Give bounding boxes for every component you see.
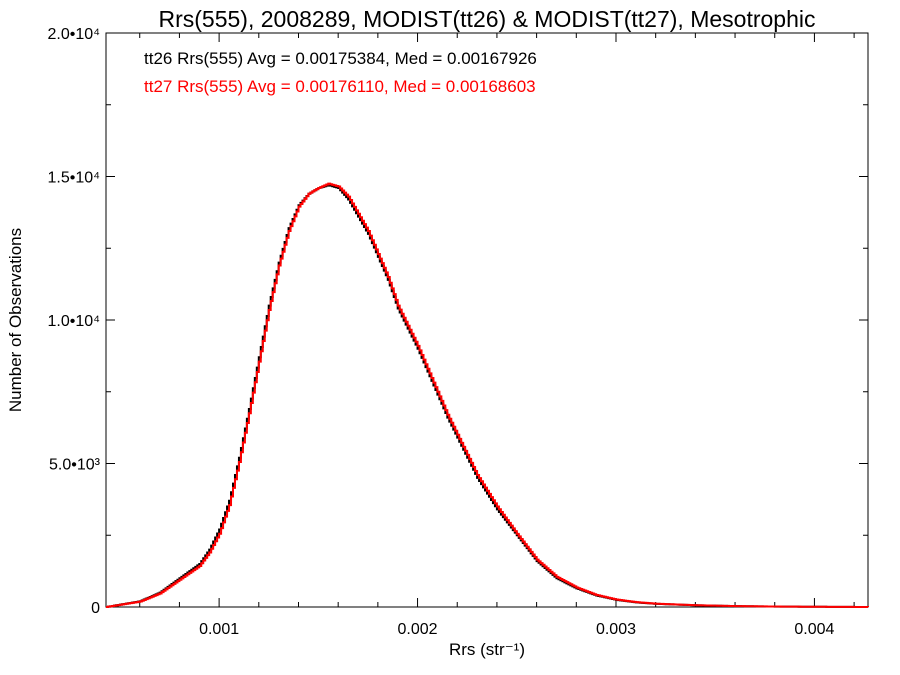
series-group [106, 182, 869, 608]
annotation-tt27: tt27 Rrs(555) Avg = 0.00176110, Med = 0.… [144, 77, 536, 96]
axis-ticks: 0.001 0.002 0.003 0.004 0 5.0•10³ 1.0•10⁴ 1.5•1… [47, 26, 868, 638]
y-tick-label: 1.0•10⁴ [47, 313, 100, 330]
y-axis-label: Number of Observations [6, 228, 25, 412]
y-tick-label: 2.0•10⁴ [47, 26, 100, 43]
annotation-tt26: tt26 Rrs(555) Avg = 0.00175384, Med = 0.… [144, 49, 537, 68]
plot-frame [105, 32, 869, 608]
series-line-tt26 [106, 184, 869, 608]
y-tick-label: 0 [91, 600, 100, 617]
series-line-tt27 [106, 182, 869, 608]
x-tick-label: 0.001 [199, 621, 239, 638]
y-tick-label: 5.0•10³ [49, 457, 101, 474]
x-tick-label: 0.002 [398, 621, 438, 638]
x-tick-label: 0.003 [596, 621, 636, 638]
y-tick-label: 1.5•10⁴ [47, 170, 100, 187]
x-axis-label: Rrs (str⁻¹) [449, 640, 525, 659]
chart-title: Rrs(555), 2008289, MODIST(tt26) & MODIST… [159, 6, 816, 32]
x-tick-label: 0.004 [794, 621, 834, 638]
